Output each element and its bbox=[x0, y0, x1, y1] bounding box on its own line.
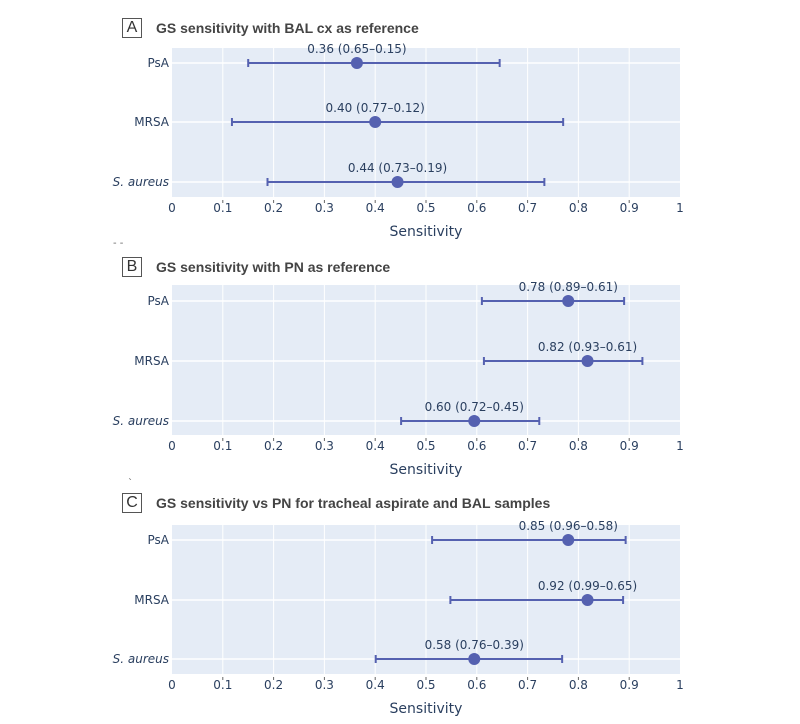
x-tick-label: 0.8 bbox=[569, 439, 588, 453]
y-tick-label: MRSA bbox=[134, 354, 170, 368]
data-point-marker bbox=[562, 295, 575, 307]
data-point-marker bbox=[350, 57, 363, 69]
data-point-group: 0.78 (0.89–0.61) bbox=[480, 280, 626, 307]
x-tick-label: 0.4 bbox=[366, 439, 385, 453]
y-tick-label: S. aureus bbox=[113, 175, 169, 189]
data-point-group: 0.36 (0.65–0.15) bbox=[247, 42, 501, 69]
x-tick-label: 0 bbox=[168, 439, 176, 453]
data-point-group: 0.85 (0.96–0.58) bbox=[431, 519, 627, 546]
x-tick-label: 0.7 bbox=[518, 439, 537, 453]
data-point-marker bbox=[468, 415, 481, 427]
y-tick-label: PsA bbox=[148, 56, 170, 70]
x-axis-title: Sensitivity bbox=[390, 701, 463, 717]
data-point-marker bbox=[581, 594, 594, 606]
x-tick-label: 0.5 bbox=[416, 201, 435, 215]
x-tick-label: 0.6 bbox=[467, 678, 486, 692]
x-tick-label: 0.3 bbox=[315, 439, 334, 453]
data-label: 0.40 (0.77–0.12) bbox=[326, 101, 425, 115]
data-label: 0.60 (0.72–0.45) bbox=[425, 400, 524, 414]
stray-mark-c: ` bbox=[128, 478, 133, 489]
data-label: 0.36 (0.65–0.15) bbox=[307, 42, 406, 56]
x-tick-label: 0.3 bbox=[315, 678, 334, 692]
data-point-marker bbox=[581, 355, 594, 367]
x-tick-label: 0.9 bbox=[620, 678, 639, 692]
data-label: 0.58 (0.76–0.39) bbox=[425, 638, 524, 652]
x-tick-label: 1 bbox=[676, 201, 684, 215]
x-tick-label: 0.7 bbox=[518, 678, 537, 692]
data-point-marker bbox=[468, 653, 481, 665]
x-tick-label: 0.1 bbox=[213, 439, 232, 453]
data-point-group: 0.92 (0.99–0.65) bbox=[449, 579, 637, 606]
data-point-marker bbox=[369, 116, 382, 128]
data-point-marker bbox=[391, 176, 404, 188]
x-tick-label: 0.2 bbox=[264, 439, 283, 453]
x-tick-label: 0.1 bbox=[213, 201, 232, 215]
x-tick-label: 0 bbox=[168, 678, 176, 692]
x-tick-label: 0.1 bbox=[213, 678, 232, 692]
data-point-group: 0.58 (0.76–0.39) bbox=[374, 638, 564, 665]
x-axis-title: Sensitivity bbox=[390, 462, 463, 478]
x-axis-title: Sensitivity bbox=[390, 224, 463, 240]
data-label: 0.44 (0.73–0.19) bbox=[348, 161, 447, 175]
x-tick-label: 0.5 bbox=[416, 678, 435, 692]
data-point-group: 0.44 (0.73–0.19) bbox=[266, 161, 546, 188]
x-tick-label: 0.8 bbox=[569, 201, 588, 215]
panel-letter-a: A bbox=[122, 18, 142, 38]
chart-a: 0 0.1 0.2 0.3 0.4 0.5 0.6 0.7 0.8 0.9 1 PsA MRSA S. a… bbox=[113, 42, 684, 240]
panel-title-b: GS sensitivity with PN as reference bbox=[156, 259, 391, 275]
x-tick-label: 0.6 bbox=[467, 439, 486, 453]
x-tick-label: 0 bbox=[168, 201, 176, 215]
y-tick-label: PsA bbox=[148, 533, 170, 547]
data-label: 0.82 (0.93–0.61) bbox=[538, 340, 637, 354]
panel-letter-b: B bbox=[122, 257, 142, 277]
y-tick-label: PsA bbox=[148, 294, 170, 308]
x-tick-label: 0.2 bbox=[264, 678, 283, 692]
x-tick-label: 0.9 bbox=[620, 201, 639, 215]
x-tick-label: 0.8 bbox=[569, 678, 588, 692]
x-tick-label: 1 bbox=[676, 678, 684, 692]
panel-title-a: GS sensitivity with BAL cx as reference bbox=[156, 20, 419, 36]
x-tick-label: 0.3 bbox=[315, 201, 334, 215]
y-tick-label: MRSA bbox=[134, 593, 170, 607]
data-label: 0.78 (0.89–0.61) bbox=[519, 280, 618, 294]
y-tick-label: MRSA bbox=[134, 115, 170, 129]
x-tick-label: 0.6 bbox=[467, 201, 486, 215]
x-tick-label: 1 bbox=[676, 439, 684, 453]
data-point-group: 0.60 (0.72–0.45) bbox=[400, 400, 541, 427]
data-point-marker bbox=[562, 534, 575, 546]
x-tick-label: 0.9 bbox=[620, 439, 639, 453]
data-point-group: 0.40 (0.77–0.12) bbox=[230, 101, 565, 128]
data-label: 0.92 (0.99–0.65) bbox=[538, 579, 637, 593]
panel-a: A GS sensitivity with BAL cx as referenc… bbox=[0, 0, 800, 245]
panel-title-c: GS sensitivity vs PN for tracheal aspira… bbox=[156, 495, 551, 511]
data-label: 0.85 (0.96–0.58) bbox=[519, 519, 618, 533]
x-tick-label: 0.4 bbox=[366, 201, 385, 215]
stray-mark-b: - - bbox=[113, 238, 124, 249]
chart-b: 0 0.1 0.2 0.3 0.4 0.5 0.6 0.7 0.8 0.9 1 PsA MRSA S. a… bbox=[113, 280, 684, 478]
x-tick-label: 0.4 bbox=[366, 678, 385, 692]
x-tick-label: 0.7 bbox=[518, 201, 537, 215]
y-tick-label: S. aureus bbox=[113, 414, 169, 428]
panel-letter-c: C bbox=[122, 493, 142, 513]
y-tick-label: S. aureus bbox=[113, 652, 169, 666]
x-tick-label: 0.2 bbox=[264, 201, 283, 215]
x-tick-label: 0.5 bbox=[416, 439, 435, 453]
data-point-group: 0.82 (0.93–0.61) bbox=[482, 340, 644, 367]
